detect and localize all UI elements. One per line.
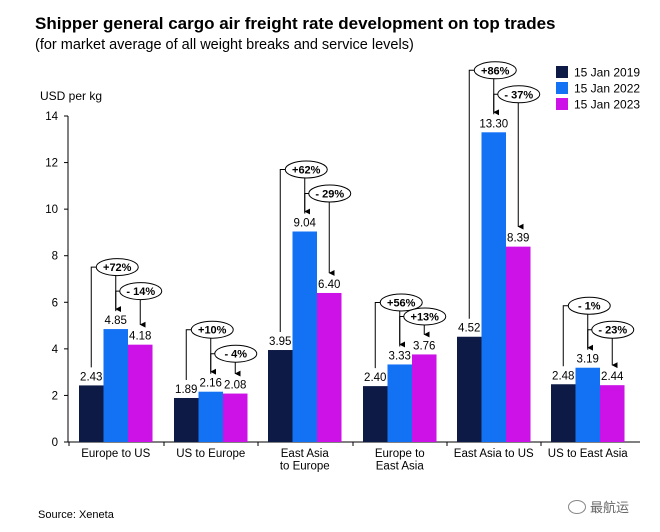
bar xyxy=(268,350,293,442)
data-label: 4.52 xyxy=(458,323,480,335)
annotation-label: +13% xyxy=(411,311,440,323)
data-label: 8.39 xyxy=(507,233,529,245)
annotation-label: - 23% xyxy=(598,325,627,337)
legend-swatch xyxy=(556,98,568,110)
category-label: to Europe xyxy=(280,461,330,473)
annotation-oval xyxy=(119,282,163,301)
category-label: East Asia xyxy=(281,448,330,460)
bar xyxy=(198,391,223,442)
y-tick-label: 8 xyxy=(52,251,58,263)
data-label: 2.08 xyxy=(224,380,246,392)
annotation-oval xyxy=(591,320,635,339)
y-tick-label: 2 xyxy=(52,390,58,402)
legend-label: 15 Jan 2022 xyxy=(574,82,640,96)
annotation-oval xyxy=(473,61,517,80)
y-tick-label: 4 xyxy=(52,344,59,356)
watermark-text: 最航运 xyxy=(590,500,630,515)
annotation-label: - 29% xyxy=(315,188,344,200)
chart-title: Shipper general cargo air freight rate d… xyxy=(35,14,556,33)
category-label: Europe to xyxy=(375,448,425,460)
data-label: 6.40 xyxy=(318,279,340,291)
data-label: 9.04 xyxy=(294,217,317,229)
y-tick-label: 0 xyxy=(52,437,58,449)
category-label: US to East Asia xyxy=(548,448,629,460)
annotation-oval xyxy=(379,293,423,312)
annotation-label: +62% xyxy=(292,164,321,176)
bar xyxy=(575,367,600,442)
category-label: East Asia xyxy=(376,461,425,473)
data-label: 2.40 xyxy=(364,372,386,384)
legend-swatch xyxy=(556,82,568,94)
bar xyxy=(412,354,437,442)
bar xyxy=(79,385,104,442)
bar-chart: USD per kg 0 2 4 6 8 10 12 14 2.43 1.89 3.95 2.40 4.5… xyxy=(40,61,640,473)
watermark: 最航运 xyxy=(568,497,629,516)
annotation-label: - 4% xyxy=(224,349,247,361)
bar xyxy=(457,336,482,442)
data-label: 3.33 xyxy=(389,350,411,362)
bar xyxy=(551,384,576,442)
category-label: East Asia to US xyxy=(454,448,534,460)
bar xyxy=(174,397,199,442)
annotation-oval xyxy=(497,85,541,104)
y-tick-label: 14 xyxy=(45,111,58,123)
bar xyxy=(506,246,531,442)
data-label: 1.89 xyxy=(175,384,197,396)
bar xyxy=(223,393,248,442)
y-tick-label: 6 xyxy=(52,297,58,309)
data-label: 4.18 xyxy=(129,331,151,343)
data-label: 3.76 xyxy=(413,340,435,352)
data-label: 13.30 xyxy=(479,118,508,130)
data-label: 2.43 xyxy=(80,371,102,383)
category-label: US to Europe xyxy=(176,448,245,460)
bar xyxy=(317,292,342,442)
chart-subtitle: (for market average of all weight breaks… xyxy=(35,37,414,53)
annotation-oval xyxy=(403,307,447,326)
bar xyxy=(387,364,412,442)
data-label: 2.48 xyxy=(552,370,574,382)
data-label: 3.95 xyxy=(269,336,291,348)
y-tick-label: 10 xyxy=(45,204,58,216)
y-axis-title: USD per kg xyxy=(40,89,102,103)
bar xyxy=(128,344,153,442)
bar xyxy=(481,132,506,443)
annotation-label: - 37% xyxy=(504,89,533,101)
legend-label: 15 Jan 2019 xyxy=(574,66,640,80)
annotation-label: - 14% xyxy=(126,286,155,298)
bar xyxy=(600,385,625,442)
data-label: 3.19 xyxy=(577,354,599,366)
annotation-label: +86% xyxy=(481,65,510,77)
bar xyxy=(103,329,128,442)
y-tick-label: 12 xyxy=(45,158,58,170)
legend-swatch xyxy=(556,66,568,78)
annotation-oval xyxy=(190,320,234,339)
annotation-label: +72% xyxy=(103,262,132,274)
wechat-icon xyxy=(568,499,586,514)
annotation-label: +56% xyxy=(387,297,416,309)
annotation-oval xyxy=(567,296,611,315)
annotation-oval xyxy=(95,258,139,277)
data-label: 2.44 xyxy=(601,371,624,383)
category-label: Europe to US xyxy=(81,448,150,460)
annotation-label: +10% xyxy=(198,325,227,337)
annotation-oval xyxy=(284,160,328,179)
annotation-label: - 1% xyxy=(578,301,601,313)
legend-label: 15 Jan 2023 xyxy=(574,98,640,112)
data-label: 2.16 xyxy=(200,378,222,390)
data-label: 4.85 xyxy=(105,315,127,327)
source-note: Source: Xeneta xyxy=(38,509,114,521)
annotation-oval xyxy=(214,344,258,363)
bar xyxy=(292,231,317,442)
bar xyxy=(363,386,388,442)
annotation-oval xyxy=(308,184,352,203)
